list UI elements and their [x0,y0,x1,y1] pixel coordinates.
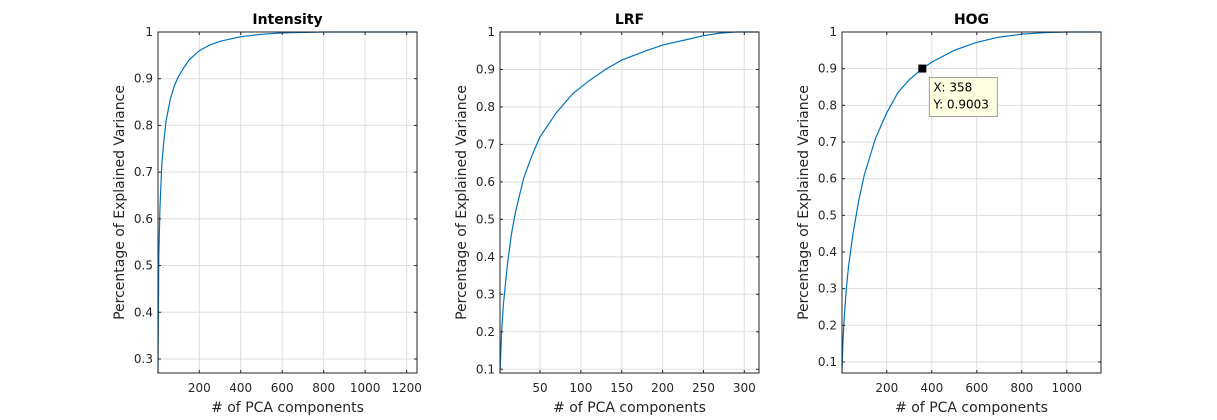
hog-x-tick-label: 400 [920,381,943,395]
hog-x-axis-label: # of PCA components [895,400,1048,416]
hog-y-tick-label: 0.8 [818,98,837,112]
lrf-x-axis-label: # of PCA components [553,400,706,416]
intensity-series-line [157,31,417,374]
intensity-plot-area [158,32,417,373]
hog-x-tick-label: 200 [875,381,898,395]
lrf-y-tick-label: 0.7 [476,137,495,151]
hog-datatip-y-text: Y: 0.9003 [932,98,989,112]
hog-x-tick-label: 800 [1010,381,1033,395]
hog-y-tick-label: 0.6 [818,172,837,186]
lrf-y-tick-label: 0.9 [476,62,495,76]
lrf-y-tick-label: 0.5 [476,212,495,226]
panel-lrf: 50 100 150 200 250 300 0.1 0.2 0.3 0.4 0.5 0.6 0.7 0.… [454,12,760,416]
intensity-y-tick-label: 0.4 [134,305,153,319]
lrf-y-tick-label: 0.1 [476,362,495,376]
lrf-y-tick-label: 1 [487,25,495,39]
hog-y-tick-label: 0.1 [818,355,837,369]
lrf-axes-box [499,31,760,374]
lrf-y-tick-label: 0.3 [476,287,495,301]
intensity-axes-box [157,31,418,374]
hog-y-tick-label: 0.2 [818,318,837,332]
lrf-y-tick-label: 0.4 [476,250,495,264]
lrf-x-tick-label: 250 [692,381,715,395]
intensity-x-tick-label: 400 [229,381,252,395]
lrf-x-tick-label: 200 [651,381,674,395]
hog-y-tick-label: 0.9 [818,62,837,76]
lrf-y-tick-label: 0.8 [476,100,495,114]
hog-datatip-marker[interactable] [918,64,927,73]
intensity-x-tick-label: 1000 [350,381,381,395]
intensity-y-tick-label: 0.3 [134,352,153,366]
hog-series-line [841,31,1101,374]
panel-hog: 200 400 600 800 1000 0.1 0.2 0.3 0.4 0.5 0.6 0.7 0.8… [796,12,1102,416]
panel-intensity: 200 400 600 800 1000 1200 0.3 0.4 0.5 0.6 0.7 0.8 0.… [112,12,422,416]
hog-y-tick-label: 0.5 [818,208,837,222]
hog-y-tick-label: 0.7 [818,135,837,149]
lrf-series-line [499,31,759,374]
hog-y-tick-label: 0.3 [818,282,837,296]
lrf-y-tick-label: 0.2 [476,325,495,339]
hog-x-tick-label: 1000 [1052,381,1083,395]
lrf-chart-title: LRF [615,12,644,28]
hog-y-tick-label: 1 [829,25,837,39]
lrf-x-tick-label: 100 [569,381,592,395]
intensity-y-tick-label: 1 [145,25,153,39]
intensity-x-tick-label: 1200 [391,381,422,395]
intensity-x-tick-label: 600 [271,381,294,395]
hog-y-tick-label: 0.4 [818,245,837,259]
hog-datatip-x-text: X: 358 [933,81,972,95]
hog-chart-title: HOG [954,12,989,28]
intensity-y-tick-label: 0.5 [134,259,153,273]
hog-x-tick-label: 600 [965,381,988,395]
intensity-y-tick-label: 0.6 [134,212,153,226]
lrf-x-tick-label: 300 [733,381,756,395]
intensity-y-tick-label: 0.7 [134,165,153,179]
intensity-x-tick-label: 800 [312,381,335,395]
intensity-x-tick-label: 200 [188,381,211,395]
hog-y-axis-label: Percentage of Explained Variance [796,85,812,320]
intensity-chart-title: Intensity [252,12,322,28]
intensity-y-axis-label: Percentage of Explained Variance [112,85,128,320]
intensity-y-tick-label: 0.9 [134,72,153,86]
hog-axes-box [841,31,1102,374]
intensity-x-axis-label: # of PCA components [211,400,364,416]
lrf-y-tick-label: 0.6 [476,175,495,189]
hog-datatip-box[interactable] [928,77,998,118]
intensity-y-tick-label: 0.8 [134,118,153,132]
lrf-x-tick-label: 150 [610,381,633,395]
lrf-y-axis-label: Percentage of Explained Variance [454,85,470,320]
lrf-plot-area [500,32,759,373]
lrf-x-tick-label: 50 [532,381,547,395]
